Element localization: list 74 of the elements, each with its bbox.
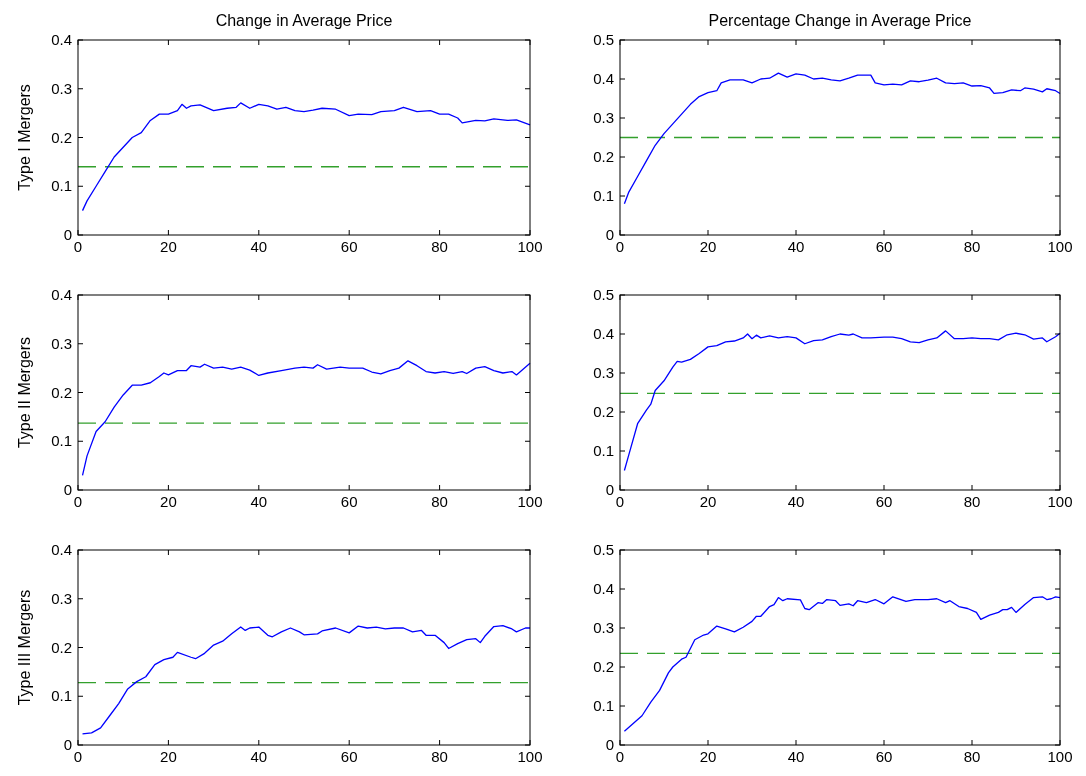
chart-title: Change in Average Price <box>215 12 393 29</box>
x-tick-label: 100 <box>1047 748 1073 765</box>
line-series <box>81 624 531 735</box>
chart-title: Percentage Change in Average Price <box>708 12 972 29</box>
y-tick-label: 0.4 <box>51 31 72 48</box>
y-tick-label: 0.3 <box>593 619 614 636</box>
x-tick-label: 20 <box>699 748 717 765</box>
y-tick-label: 0.2 <box>51 383 72 401</box>
y-tick-label: 0 <box>63 226 72 243</box>
y-tick-label: 0.3 <box>51 589 72 607</box>
y-tick-label: 0.4 <box>593 325 614 342</box>
x-tick-label: 80 <box>431 493 448 510</box>
x-tick-label: 20 <box>699 238 717 255</box>
x-tick-label: 60 <box>875 493 893 510</box>
x-tick-label: 80 <box>431 748 448 765</box>
y-tick-label: 0.3 <box>593 364 614 381</box>
x-tick-label: 80 <box>963 238 981 255</box>
x-tick-label: 20 <box>160 238 177 255</box>
y-tick-label: 0.1 <box>51 687 72 705</box>
x-tick-label: 40 <box>250 238 268 255</box>
y-tick-label: 0.4 <box>51 286 72 303</box>
x-tick-label: 100 <box>517 238 543 255</box>
x-tick-label: 80 <box>431 238 448 255</box>
x-tick-label: 100 <box>517 493 543 510</box>
y-tick-label: 0.2 <box>593 148 614 165</box>
y-tick-label: 0.3 <box>51 334 72 352</box>
y-tick-label: 0 <box>63 481 72 498</box>
y-tick-label: 0.2 <box>593 403 614 420</box>
x-tick-label: 60 <box>340 238 358 255</box>
y-tick-label: 0.3 <box>593 109 614 126</box>
x-tick-label: 60 <box>875 748 893 765</box>
y-tick-label: 0.5 <box>593 31 614 48</box>
x-tick-label: 100 <box>1047 493 1073 510</box>
y-tick-label: 0.3 <box>51 79 72 97</box>
y-tick-label: 0 <box>605 226 614 243</box>
x-tick-label: 40 <box>787 748 805 765</box>
y-tick-label: 0.5 <box>593 286 614 303</box>
y-tick-label: 0.5 <box>593 541 614 558</box>
y-tick-label: 0.2 <box>51 128 72 146</box>
x-tick-label: 40 <box>787 493 805 510</box>
y-tick-label: 0 <box>605 481 614 498</box>
y-tick-label: 0.1 <box>593 442 614 459</box>
y-tick-label: 0.2 <box>593 658 614 675</box>
line-series <box>81 102 531 212</box>
y-tick-label: 0 <box>605 736 614 753</box>
line-series <box>623 330 1061 472</box>
line-series <box>623 596 1061 732</box>
x-tick-label: 80 <box>963 748 981 765</box>
y-tick-label: 0.1 <box>593 187 614 204</box>
x-tick-label: 40 <box>250 493 268 510</box>
y-tick-label: 0.4 <box>593 70 614 87</box>
x-tick-label: 20 <box>699 493 717 510</box>
y-tick-label: 0.2 <box>51 638 72 656</box>
x-tick-label: 80 <box>963 493 981 510</box>
y-axis-title: Type III Mergers <box>16 589 33 706</box>
x-tick-label: 20 <box>160 493 177 510</box>
x-tick-label: 60 <box>340 748 358 765</box>
y-tick-label: 0.4 <box>51 541 72 558</box>
x-tick-label: 20 <box>160 748 177 765</box>
x-tick-label: 40 <box>787 238 805 255</box>
x-tick-label: 100 <box>517 748 543 765</box>
y-axis-title: Type I Mergers <box>16 84 33 191</box>
x-tick-label: 40 <box>250 748 268 765</box>
y-tick-label: 0.1 <box>51 177 72 195</box>
y-tick-label: 0.1 <box>593 697 614 714</box>
line-series <box>623 72 1061 205</box>
y-tick-label: 0.4 <box>593 580 614 597</box>
y-tick-label: 0 <box>63 736 72 753</box>
x-tick-label: 100 <box>1047 238 1073 255</box>
y-tick-label: 0.1 <box>51 432 72 450</box>
y-axis-title: Type II Mergers <box>16 336 33 449</box>
line-series <box>81 360 531 477</box>
x-tick-label: 60 <box>875 238 893 255</box>
x-tick-label: 60 <box>340 493 358 510</box>
